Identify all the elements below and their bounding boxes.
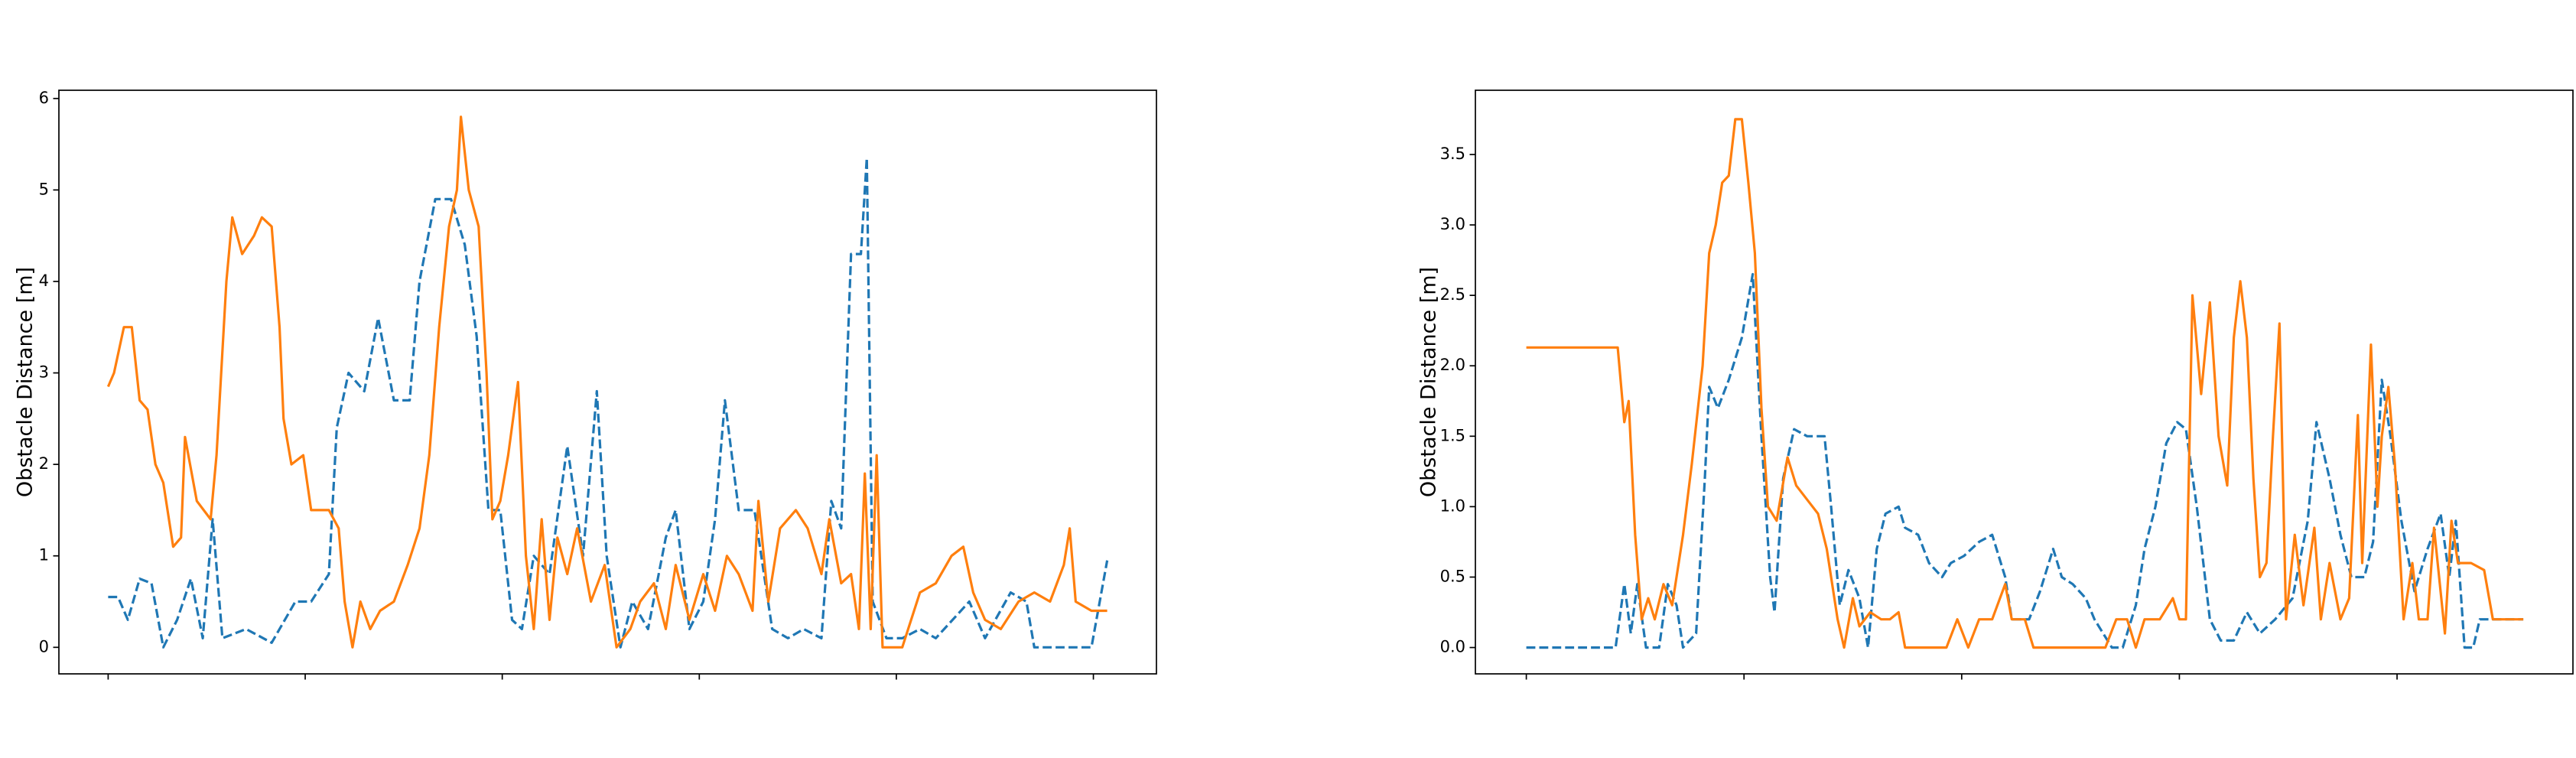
- y-tick-label: 0: [39, 637, 49, 656]
- y-tick-label: 3: [39, 363, 49, 382]
- y-tick-label: 3.0: [1440, 215, 1465, 233]
- series-line: [1526, 118, 2524, 649]
- y-axis-label: Obstacle Distance [m]: [1417, 267, 1441, 497]
- y-tick-label: 0.0: [1440, 638, 1465, 656]
- y-tick-label: 2.5: [1440, 285, 1465, 304]
- series-line: [108, 156, 1109, 649]
- y-tick-label: 4: [39, 272, 49, 290]
- y-tick-label: 2.0: [1440, 356, 1465, 374]
- y-tick-label: 1.0: [1440, 496, 1465, 515]
- y-tick-label: 0.5: [1440, 567, 1465, 585]
- y-tick-label: 1.5: [1440, 426, 1465, 444]
- series-line: [1526, 272, 2524, 649]
- y-tick-label: 6: [39, 89, 49, 107]
- axes-frame: [1475, 89, 2574, 675]
- y-tick-label: 5: [39, 180, 49, 198]
- y-axis-label: Obstacle Distance [m]: [14, 267, 37, 497]
- series-line: [106, 115, 1107, 649]
- y-tick-label: 3.5: [1440, 145, 1465, 163]
- y-tick-label: 1: [39, 546, 49, 564]
- axes-frame: [58, 89, 1157, 675]
- y-tick-label: 2: [39, 454, 49, 473]
